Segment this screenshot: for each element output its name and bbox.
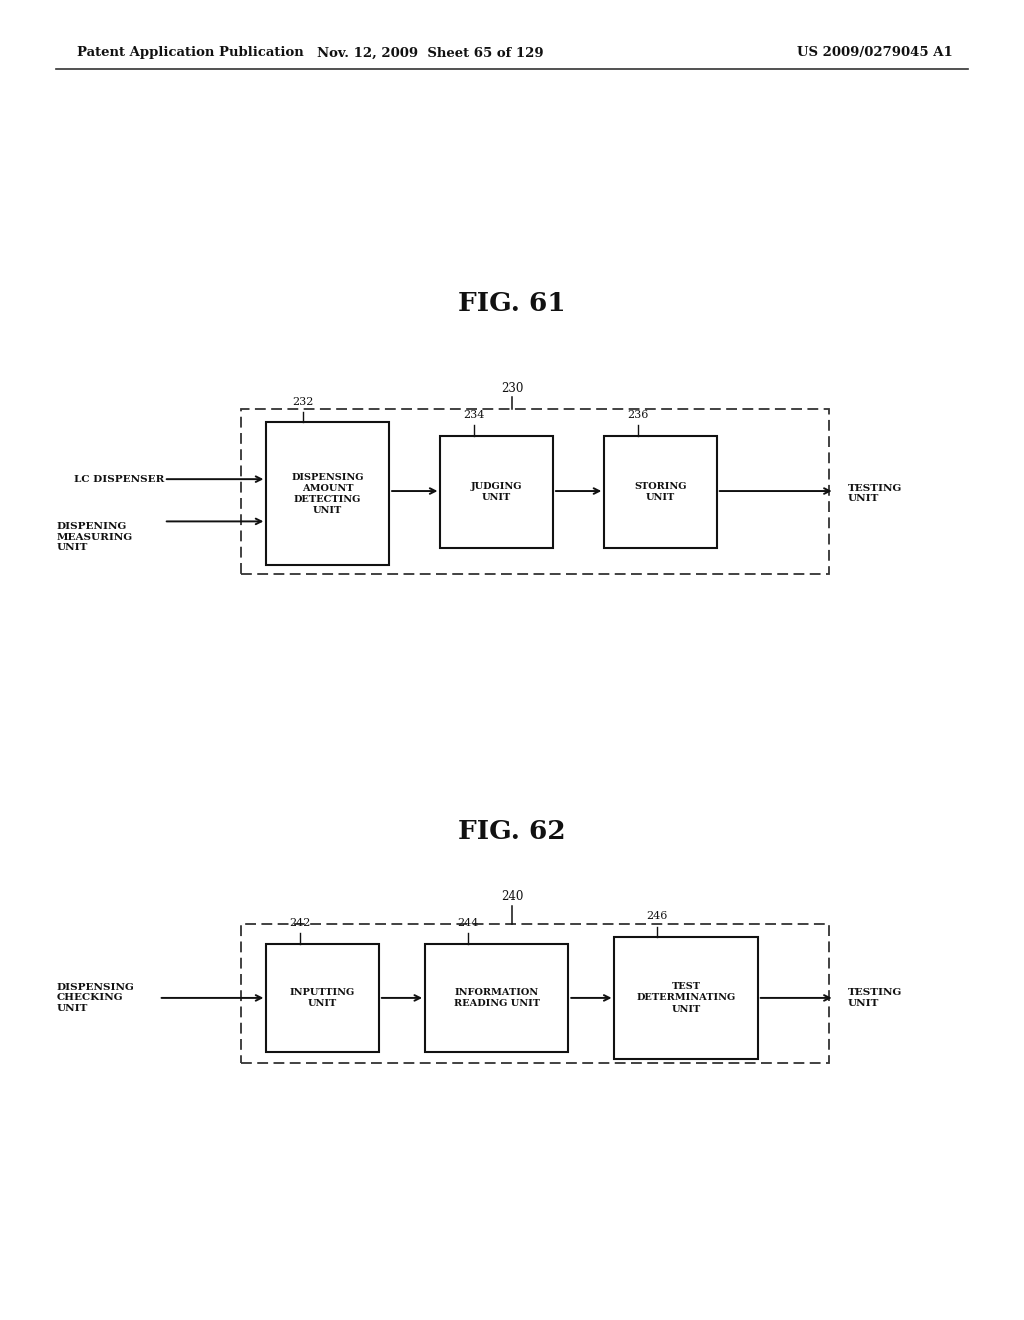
Bar [266,422,389,565]
Bar [604,436,717,548]
Text: US 2009/0279045 A1: US 2009/0279045 A1 [797,46,952,59]
Bar [614,937,758,1059]
Text: DISPENING
MEASURING
UNIT: DISPENING MEASURING UNIT [56,523,132,552]
Text: Nov. 12, 2009  Sheet 65 of 129: Nov. 12, 2009 Sheet 65 of 129 [316,46,544,59]
Text: Patent Application Publication: Patent Application Publication [77,46,303,59]
Text: STORING
UNIT: STORING UNIT [634,482,687,502]
Text: 236: 236 [628,409,648,420]
Text: DISPENSING
CHECKING
UNIT: DISPENSING CHECKING UNIT [56,983,134,1012]
Text: TESTING
UNIT: TESTING UNIT [848,484,902,503]
Text: TEST
DETERMINATING
UNIT: TEST DETERMINATING UNIT [637,982,735,1014]
Text: FIG. 62: FIG. 62 [458,820,566,843]
Text: INFORMATION
READING UNIT: INFORMATION READING UNIT [454,987,540,1008]
Bar [440,436,553,548]
Text: 232: 232 [293,396,313,407]
Text: FIG. 61: FIG. 61 [458,292,566,315]
Bar [425,944,568,1052]
Text: 230: 230 [501,381,523,395]
Text: 234: 234 [464,409,484,420]
Text: 246: 246 [647,911,668,921]
Bar [266,944,379,1052]
Bar [241,924,829,1063]
Text: DISPENSING
AMOUNT
DETECTING
UNIT: DISPENSING AMOUNT DETECTING UNIT [292,473,364,515]
Text: TESTING
UNIT: TESTING UNIT [848,989,902,1007]
Text: 240: 240 [501,890,523,903]
Text: JUDGING
UNIT: JUDGING UNIT [471,482,522,502]
Text: LC DISPENSER: LC DISPENSER [74,475,164,483]
Bar [241,409,829,574]
Text: 244: 244 [458,917,478,928]
Text: 242: 242 [290,917,310,928]
Text: INPUTTING
UNIT: INPUTTING UNIT [290,987,355,1008]
